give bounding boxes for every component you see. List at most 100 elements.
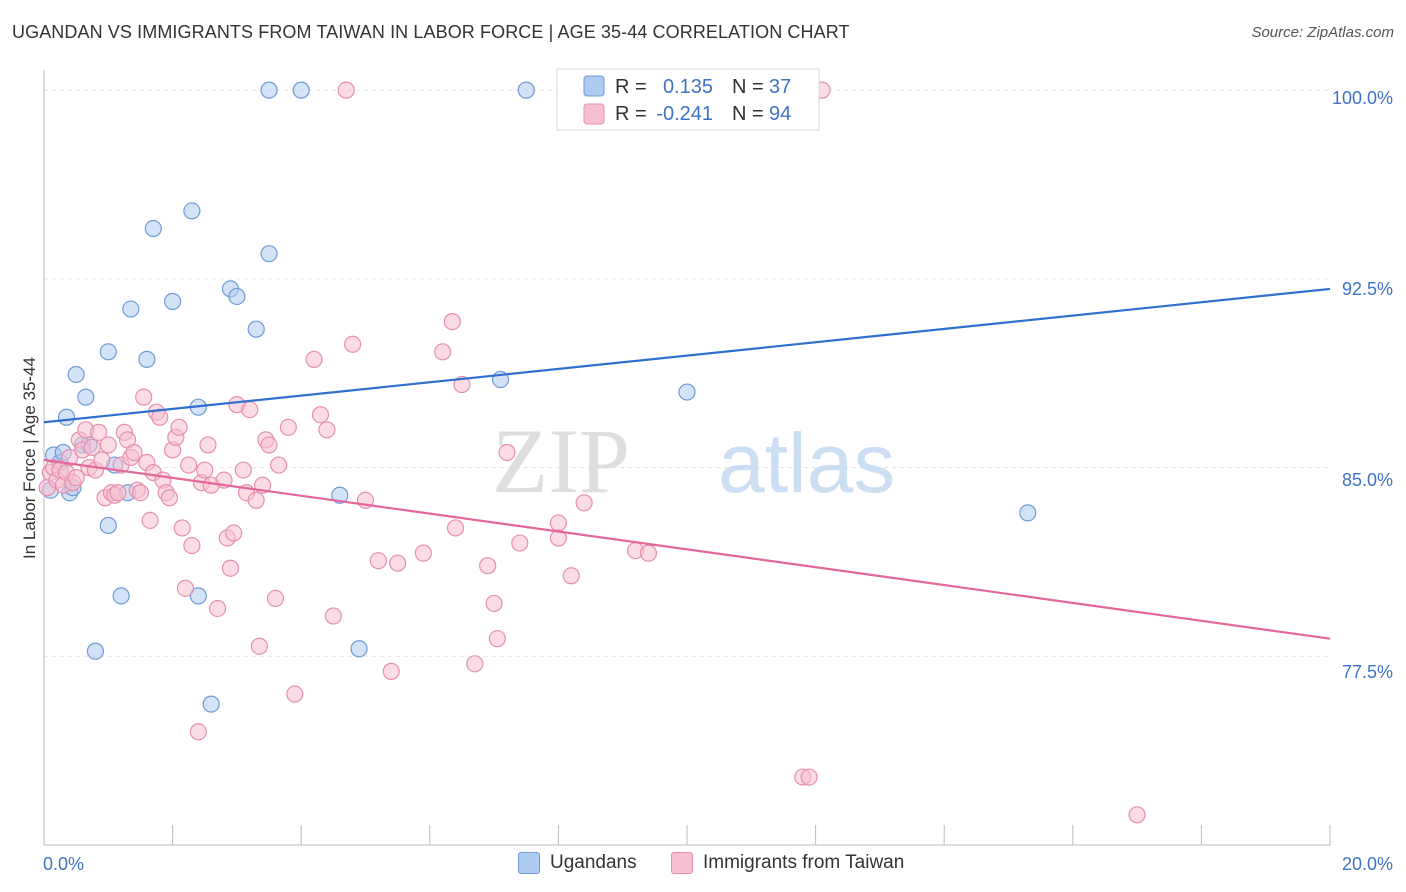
point-ugandans (260, 245, 278, 263)
point-taiwan (189, 723, 207, 741)
point-taiwan (414, 544, 432, 562)
y-tick-label-92-5: 92.5% (1342, 279, 1393, 299)
point-ugandans (138, 350, 156, 368)
point-taiwan (61, 448, 79, 467)
point-ugandans (77, 388, 95, 406)
correlation-legend: R = 0.135 N = 37 R = -0.241 N = 94 (556, 68, 820, 131)
point-taiwan (488, 630, 506, 648)
point-ugandans (67, 365, 85, 384)
legend-n-value-pink: 94 (769, 103, 791, 125)
legend-r-label-blue: R = (615, 76, 647, 98)
point-taiwan (575, 494, 593, 512)
point-ugandans (517, 81, 535, 99)
point-ugandans (247, 320, 265, 338)
point-taiwan (305, 350, 323, 368)
point-ugandans (1019, 504, 1037, 522)
legend-swatch-pink (583, 103, 605, 125)
point-taiwan (199, 436, 217, 454)
point-ugandans (189, 587, 207, 605)
bottom-legend-taiwan: Immigrants from Taiwan (671, 852, 904, 874)
point-taiwan (337, 81, 355, 99)
point-ugandans (99, 343, 117, 361)
watermark-atlas: atlas (718, 416, 895, 510)
point-taiwan (196, 461, 214, 479)
point-taiwan (260, 436, 278, 454)
point-taiwan (183, 536, 201, 555)
legend-n-value-blue: 37 (769, 76, 791, 98)
y-axis-title: In Labor Force | Age 35-44 (20, 357, 39, 559)
point-taiwan (109, 484, 127, 502)
point-taiwan (131, 484, 150, 502)
point-taiwan (389, 554, 407, 572)
data-points (38, 81, 1146, 824)
point-ugandans (99, 516, 117, 535)
point-taiwan (209, 599, 227, 618)
point-taiwan (1128, 806, 1146, 824)
watermark-zip: ZIP (492, 410, 630, 512)
trend-line-taiwan (43, 458, 1331, 640)
point-ugandans (122, 300, 140, 318)
legend-n-label-blue: N = (732, 76, 764, 98)
x-tick-label-end: 20.0% (1342, 854, 1393, 874)
legend-r-value-blue: 0.135 (663, 76, 713, 98)
point-ugandans (86, 642, 105, 660)
axes (43, 70, 1331, 846)
point-taiwan (443, 313, 461, 331)
y-tick-label-85: 85.0% (1342, 470, 1393, 490)
point-taiwan (270, 456, 288, 474)
point-taiwan (67, 469, 85, 487)
point-taiwan (173, 519, 191, 537)
point-ugandans (260, 81, 278, 99)
legend-n-label-pink: N = (732, 103, 764, 125)
point-taiwan (250, 637, 269, 655)
y-tick-label-77-5: 77.5% (1342, 662, 1393, 682)
point-taiwan (639, 544, 658, 562)
point-taiwan (324, 607, 342, 625)
point-taiwan (221, 559, 240, 577)
point-taiwan (479, 557, 497, 575)
point-taiwan (549, 529, 568, 547)
point-taiwan (466, 655, 484, 673)
point-taiwan (279, 418, 297, 436)
chart-title: UGANDAN VS IMMIGRANTS FROM TAIWAN IN LAB… (12, 22, 850, 42)
point-taiwan (93, 451, 111, 469)
point-taiwan (176, 579, 195, 597)
watermark: ZIP atlas (492, 410, 895, 512)
point-ugandans (331, 486, 349, 504)
point-taiwan (135, 388, 153, 406)
point-taiwan (247, 491, 265, 509)
point-taiwan (90, 423, 108, 441)
bottom-legend-ugandans: Ugandans (518, 852, 637, 874)
point-taiwan (266, 589, 285, 608)
point-ugandans (292, 81, 310, 99)
point-taiwan (562, 567, 580, 585)
point-taiwan (434, 343, 452, 361)
point-taiwan (286, 685, 304, 703)
point-taiwan (800, 768, 818, 786)
point-taiwan (241, 401, 259, 419)
source-label: Source: ZipAtlas.com (1251, 24, 1394, 41)
point-taiwan (225, 524, 243, 542)
legend-swatch-blue (583, 75, 605, 97)
bottom-legend-swatch-pink (671, 852, 693, 874)
point-ugandans (57, 408, 76, 426)
y-tick-label-100: 100.0% (1332, 88, 1393, 108)
point-ugandans (350, 640, 368, 658)
point-taiwan (318, 421, 336, 439)
point-taiwan (498, 443, 516, 462)
trend-lines (43, 287, 1331, 640)
point-taiwan (180, 456, 198, 474)
point-ugandans (202, 695, 220, 713)
point-taiwan (311, 406, 330, 424)
point-taiwan (234, 461, 252, 479)
point-ugandans (144, 219, 162, 238)
x-tick-label-start: 0.0% (43, 854, 84, 874)
point-taiwan (344, 335, 362, 353)
point-taiwan (141, 511, 159, 530)
bottom-legend-label-ugandans: Ugandans (550, 852, 637, 873)
point-taiwan (446, 519, 465, 537)
point-taiwan (549, 514, 568, 532)
point-taiwan (382, 662, 400, 680)
trend-line-ugandans (43, 287, 1331, 424)
